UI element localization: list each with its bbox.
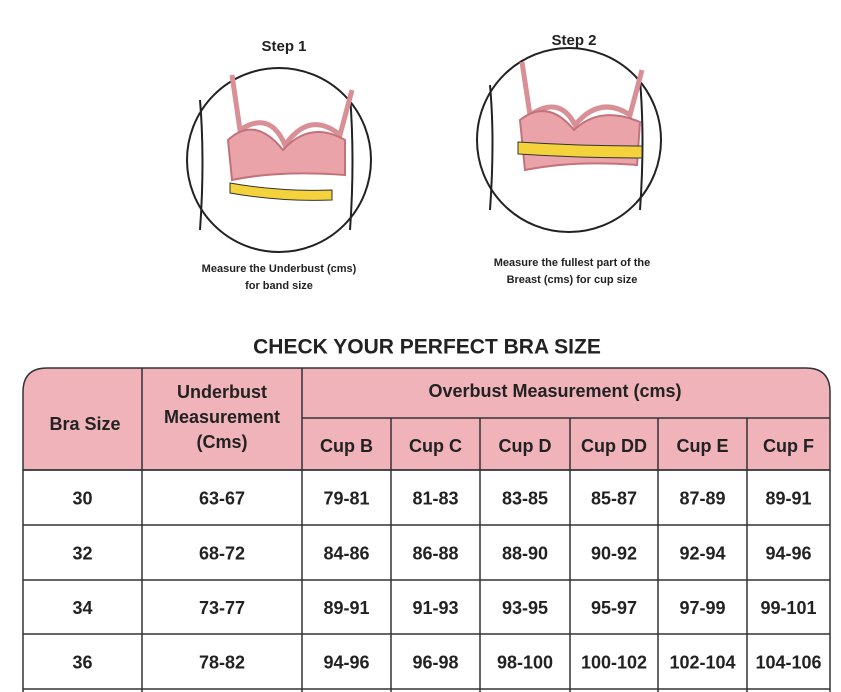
caption: Breast (cms) for cup size [507,274,638,286]
table-cell: 94-96 [765,543,811,563]
table-cell: 83-85 [502,488,548,508]
illustration-underbust [186,67,372,253]
header-cell: Overbust Measurement (cms) [428,381,681,401]
table-cell: 90-92 [591,543,637,563]
table-cell: 32 [72,543,92,563]
table-cell: 36 [72,652,92,672]
table-cell: 34 [72,598,92,618]
table-cell: 89-91 [765,488,811,508]
caption: Measure the Underbust (cms) [202,263,357,275]
table-cell: 68-72 [199,543,245,563]
header-cell: Cup B [320,436,373,456]
table-cell: 63-67 [199,488,245,508]
table-cell: 87-89 [679,488,725,508]
header-cell: (Cms) [196,432,247,452]
table-cell: 91-93 [412,598,458,618]
table-cell: 89-91 [323,598,369,618]
table-cell: 100-102 [581,652,647,672]
table-cell: 84-86 [323,543,369,563]
table-cell: 93-95 [502,598,548,618]
header-cell: Bra Size [49,414,120,434]
table-title: CHECK YOUR PERFECT BRA SIZE [253,336,601,359]
table-cell: 92-94 [679,543,725,563]
step-title: Step 2 [551,32,596,49]
table-cell: 102-104 [669,652,735,672]
table-cell: 95-97 [591,598,637,618]
table-header-bg [22,367,831,471]
table-cell: 81-83 [412,488,458,508]
step-title: Step 1 [261,38,306,55]
table-cell: 30 [72,488,92,508]
header-cell: Cup F [763,436,814,456]
table-grid [22,368,831,692]
table-cell: 86-88 [412,543,458,563]
table-cell: 78-82 [199,652,245,672]
header-cell: Cup E [677,436,729,456]
caption: Measure the fullest part of the [494,257,650,269]
table-cell: 94-96 [323,652,369,672]
table-cell: 98-100 [497,652,553,672]
illustration-overbust [476,47,662,233]
header-cell: Cup C [409,436,462,456]
table-cell: 96-98 [412,652,458,672]
table-cell: 79-81 [323,488,369,508]
table-cell: 88-90 [502,543,548,563]
table-cell: 104-106 [755,652,821,672]
header-cell: Measurement [164,407,280,427]
table-cell: 97-99 [679,598,725,618]
header-cell: Underbust [177,382,267,402]
caption: for band size [245,280,313,292]
header-cell: Cup D [499,436,552,456]
header-cell: Cup DD [581,436,647,456]
table-cell: 85-87 [591,488,637,508]
table-cell: 73-77 [199,598,245,618]
table-cell: 99-101 [760,598,816,618]
